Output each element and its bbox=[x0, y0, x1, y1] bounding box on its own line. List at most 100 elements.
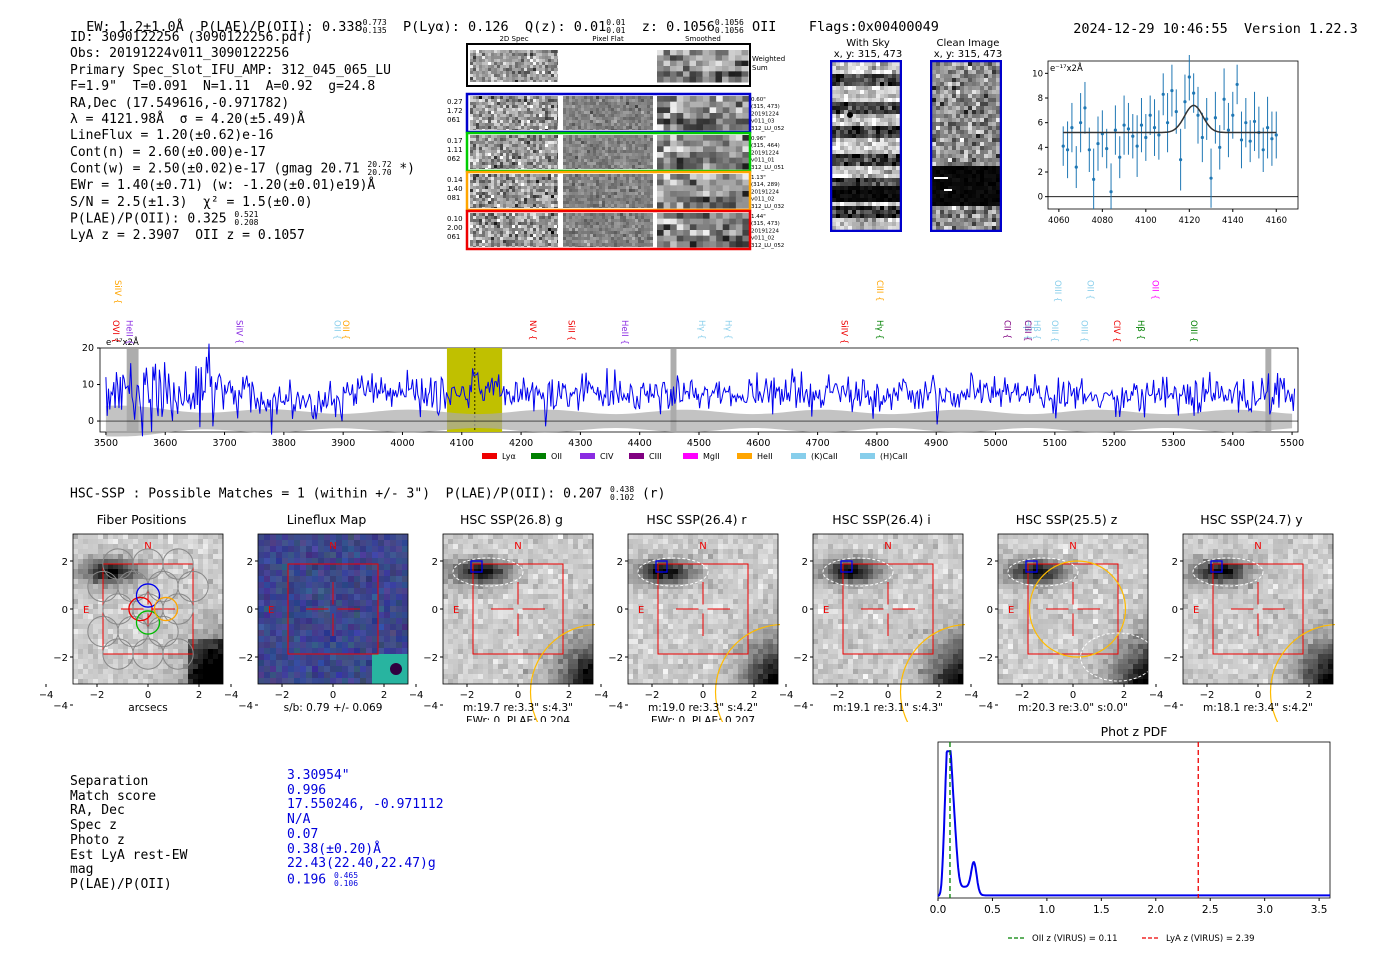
pixel bbox=[620, 114, 623, 117]
pixel bbox=[542, 114, 545, 117]
row-smoothed bbox=[657, 174, 750, 209]
pixel bbox=[683, 163, 691, 170]
pixel bbox=[657, 179, 665, 186]
pixel bbox=[482, 159, 485, 162]
pixel bbox=[944, 86, 948, 90]
pixel bbox=[551, 99, 554, 102]
pixel bbox=[722, 107, 730, 114]
pixel bbox=[629, 213, 632, 216]
pixel bbox=[533, 68, 536, 71]
pixel bbox=[836, 182, 840, 186]
pixel bbox=[635, 96, 638, 99]
pixel bbox=[545, 138, 548, 141]
pixel bbox=[840, 70, 844, 74]
pixel bbox=[972, 78, 976, 82]
pixel bbox=[488, 111, 491, 114]
pixel bbox=[735, 185, 743, 192]
pixel bbox=[536, 213, 539, 216]
pixel bbox=[948, 122, 952, 126]
pixel bbox=[641, 180, 644, 183]
pixel bbox=[650, 219, 653, 222]
pixel bbox=[641, 141, 644, 144]
pixel bbox=[557, 53, 558, 56]
pixel bbox=[488, 204, 491, 207]
pixel bbox=[647, 225, 650, 228]
pixel bbox=[868, 90, 872, 94]
pixel bbox=[617, 195, 620, 198]
pixel bbox=[888, 126, 892, 130]
pixel bbox=[488, 126, 491, 129]
pixel bbox=[488, 189, 491, 192]
pixel bbox=[557, 192, 558, 195]
pixel bbox=[554, 147, 557, 150]
pixel bbox=[536, 68, 539, 71]
pixel bbox=[614, 120, 617, 123]
pixel bbox=[868, 166, 872, 170]
pixel bbox=[644, 195, 647, 198]
pixel bbox=[500, 222, 503, 225]
pixel bbox=[557, 174, 558, 177]
pixel bbox=[832, 174, 836, 178]
pixel bbox=[696, 202, 704, 209]
pixel bbox=[856, 114, 860, 118]
pixel bbox=[476, 228, 479, 231]
pixel bbox=[470, 147, 473, 150]
pixel bbox=[689, 235, 697, 242]
row-right-label: (315, 473) bbox=[751, 221, 780, 227]
pixel bbox=[629, 126, 632, 129]
pixel bbox=[647, 180, 650, 183]
pixel bbox=[473, 189, 476, 192]
pixel bbox=[832, 214, 836, 218]
plya-value: P(Lyα): 0.126 bbox=[403, 19, 509, 35]
pixel bbox=[512, 222, 515, 225]
pixel bbox=[506, 183, 509, 186]
pixel bbox=[620, 195, 623, 198]
pixel bbox=[605, 168, 608, 169]
pixel bbox=[996, 114, 1000, 118]
pixel bbox=[548, 225, 551, 228]
pixel bbox=[581, 186, 584, 189]
pixel bbox=[527, 162, 530, 165]
pixel bbox=[836, 98, 840, 102]
info-plae-lo: 0.208 bbox=[234, 217, 259, 227]
pixel bbox=[623, 192, 626, 195]
pixel bbox=[944, 94, 948, 98]
pixel bbox=[593, 240, 596, 243]
pixel bbox=[844, 198, 848, 202]
pixel bbox=[836, 94, 840, 98]
pixel bbox=[657, 60, 664, 67]
pixel bbox=[729, 218, 737, 225]
pixel bbox=[988, 162, 992, 166]
pixel bbox=[623, 99, 626, 102]
pixel bbox=[956, 138, 960, 142]
pixel bbox=[605, 156, 608, 159]
pixel bbox=[676, 224, 684, 231]
pixel bbox=[554, 105, 557, 108]
pixel bbox=[896, 194, 900, 198]
pixel bbox=[663, 96, 671, 103]
pixel bbox=[584, 126, 587, 129]
pixel bbox=[735, 202, 743, 209]
pixel bbox=[623, 129, 626, 130]
pixel bbox=[992, 122, 996, 126]
pixel bbox=[554, 159, 557, 162]
pixel bbox=[988, 158, 992, 162]
pixel bbox=[530, 105, 533, 108]
pixel bbox=[509, 159, 512, 162]
pixel bbox=[629, 96, 632, 99]
pixel bbox=[494, 189, 497, 192]
pixel bbox=[602, 105, 605, 108]
pixel bbox=[663, 101, 671, 108]
pixel bbox=[599, 198, 602, 201]
pixel bbox=[524, 183, 527, 186]
pixel bbox=[533, 237, 536, 240]
pixel bbox=[587, 225, 590, 228]
pixel bbox=[479, 177, 482, 180]
pixel bbox=[852, 110, 856, 114]
pixel bbox=[984, 146, 988, 150]
pixel bbox=[703, 191, 711, 198]
pixel bbox=[629, 246, 632, 247]
pixel bbox=[506, 174, 509, 177]
pixel bbox=[527, 216, 530, 219]
pixel bbox=[735, 96, 743, 103]
